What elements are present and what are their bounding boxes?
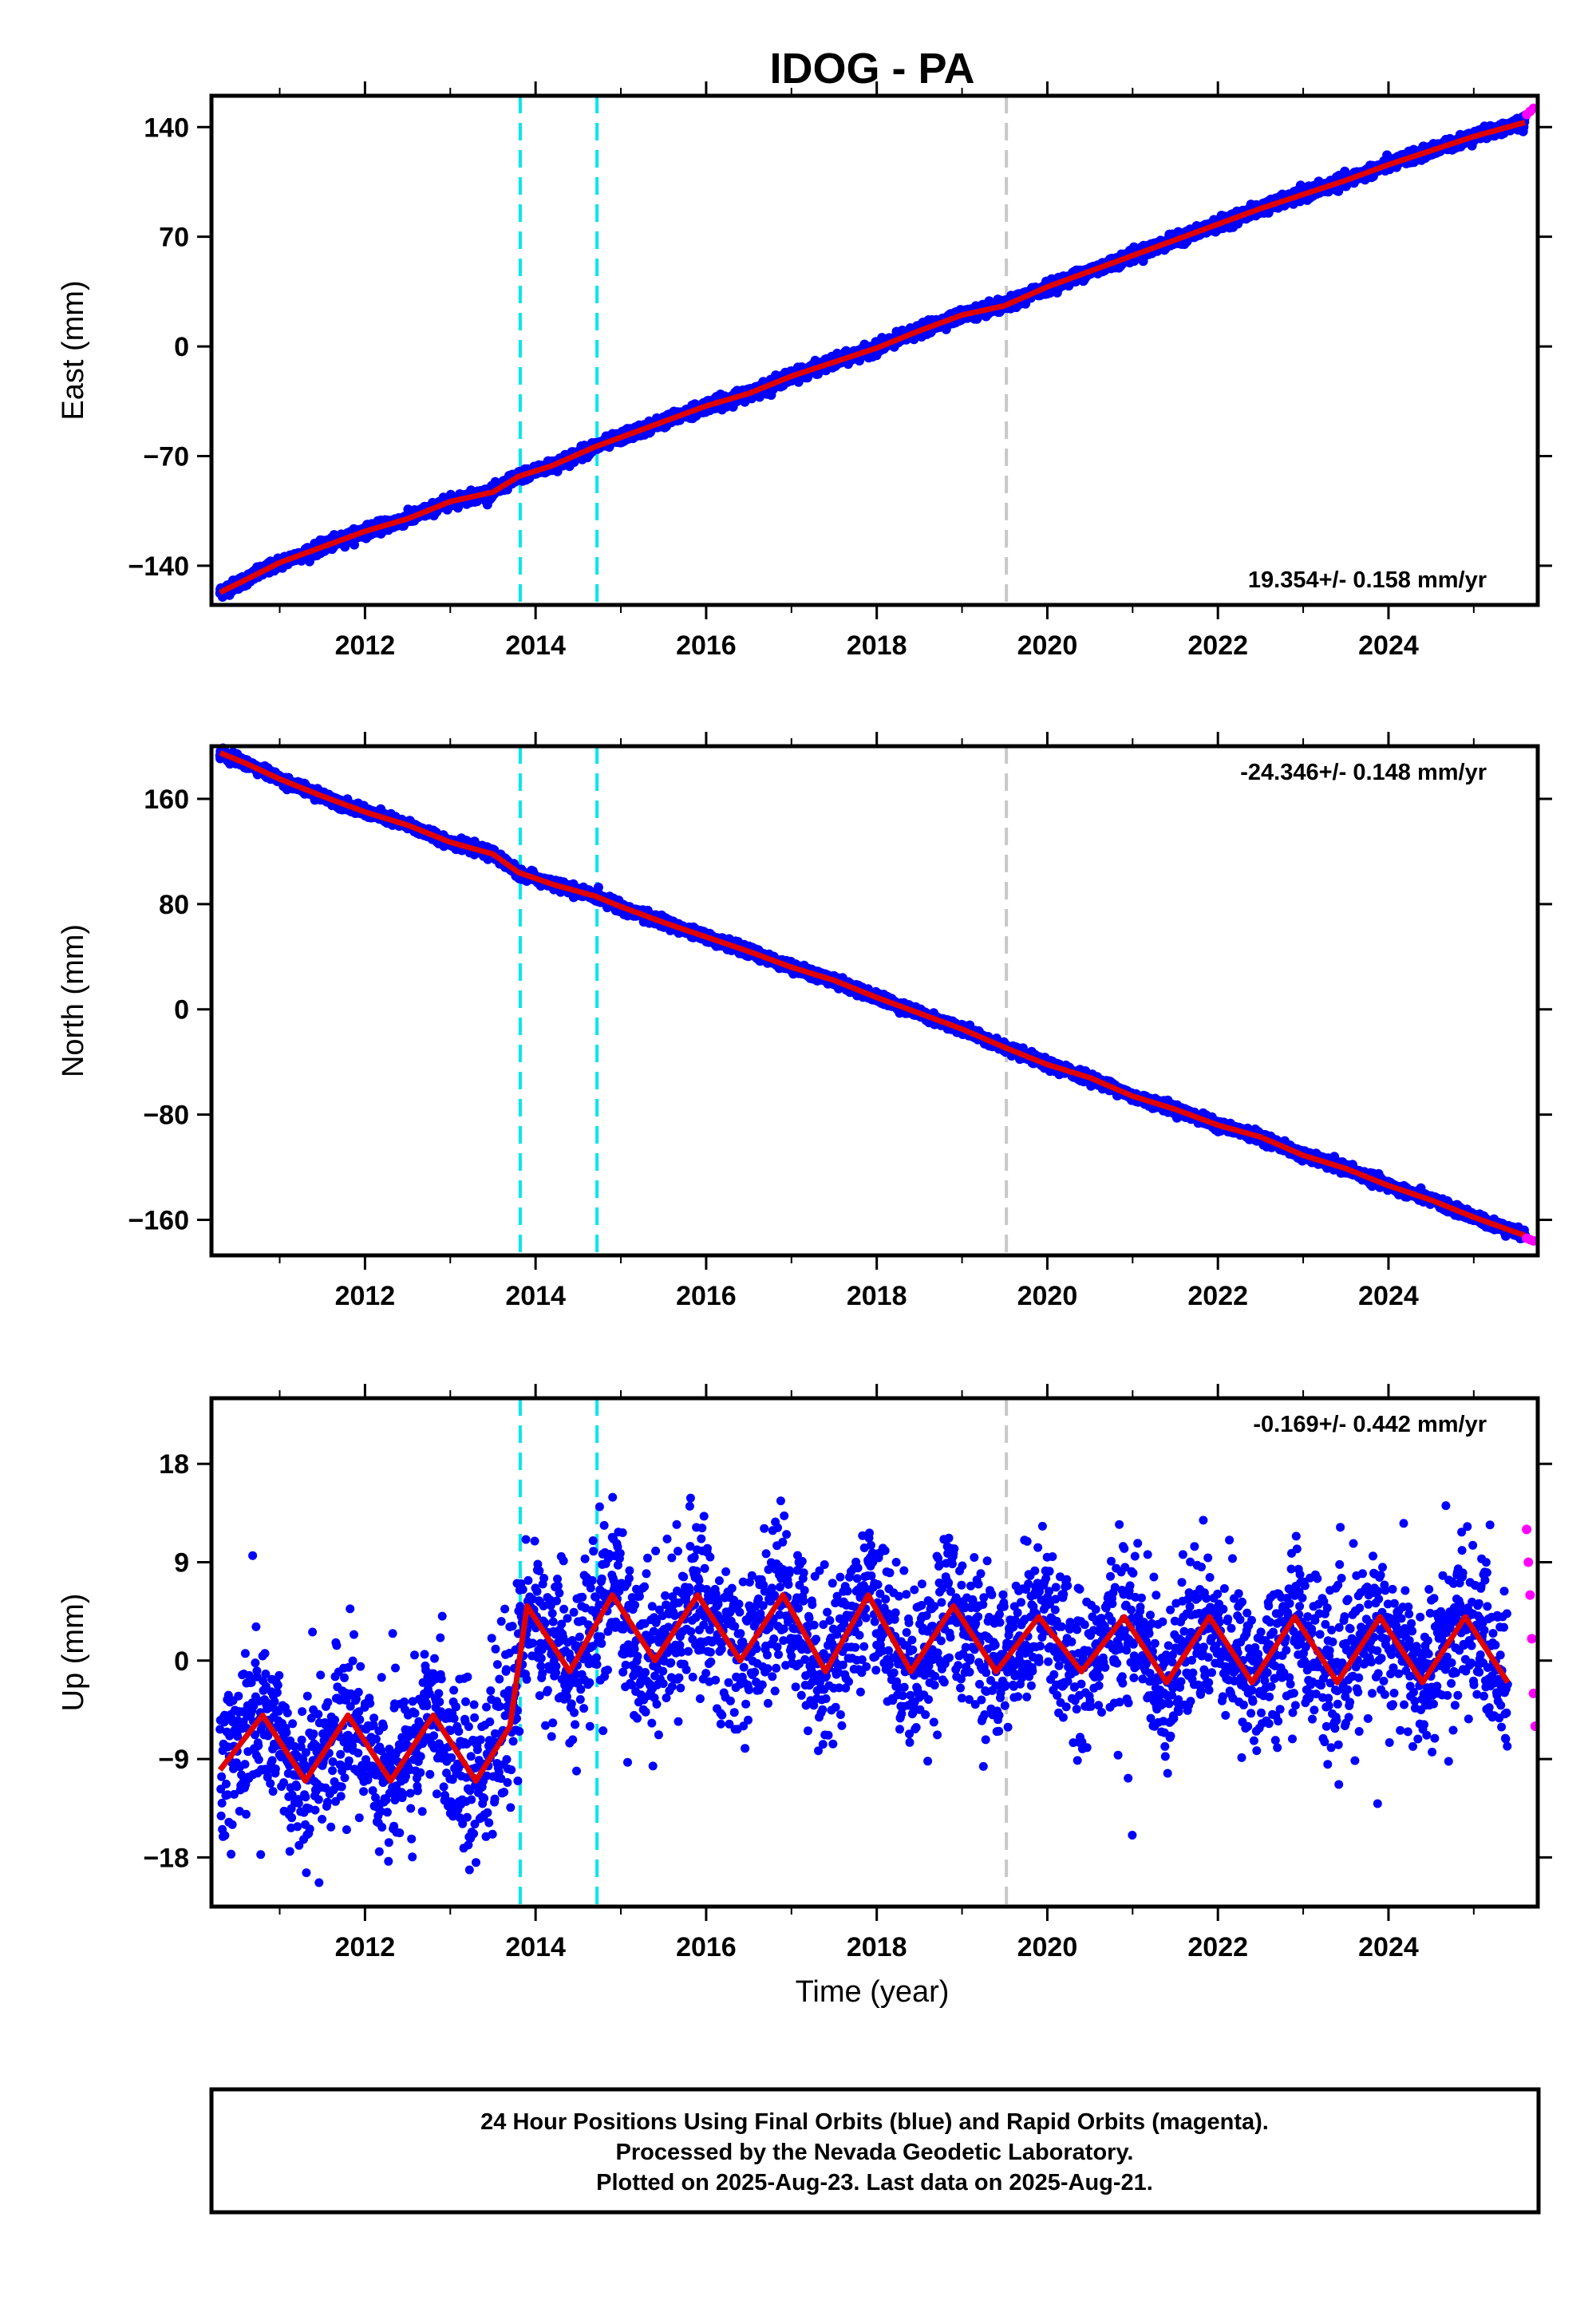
east-panel: 2012 2014 2016 2018 2020 2022 2024−140−7007014… [57,81,1552,661]
chart-title: IDOG - PA [769,45,974,93]
